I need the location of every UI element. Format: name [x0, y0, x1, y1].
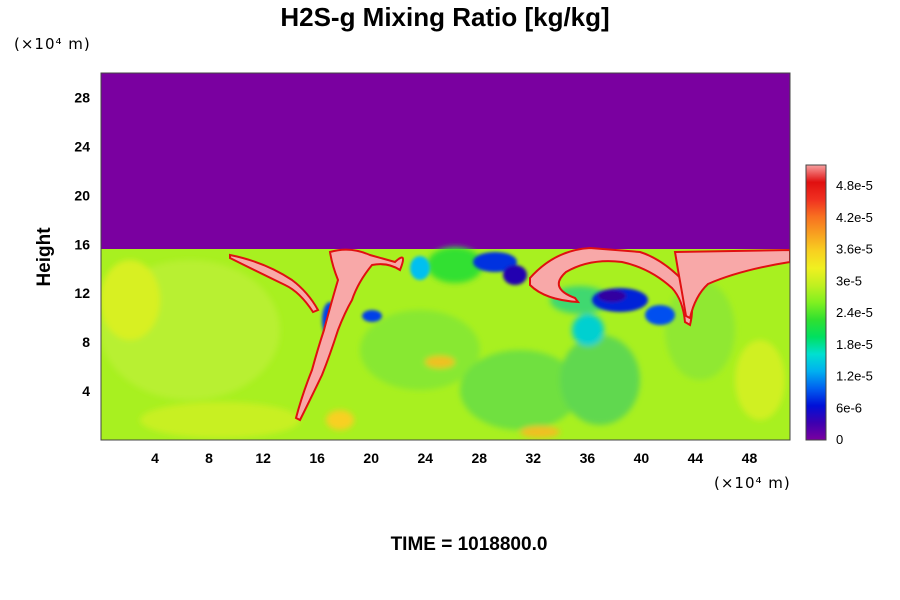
colorbar-tick-label: 4.8e-5	[836, 178, 873, 193]
x-tick-label: 28	[471, 450, 487, 466]
x-tick-label: 40	[634, 450, 650, 466]
y-axis-label: Height	[34, 227, 55, 287]
colorbar-tick-label: 2.4e-5	[836, 305, 873, 320]
chart-title: H2S-g Mixing Ratio [kg/kg]	[280, 2, 609, 32]
y-unit-label: (×10⁴ m)	[14, 35, 91, 53]
x-tick-label: 12	[255, 450, 271, 466]
colorbar-tick-label: 1.2e-5	[836, 369, 873, 384]
upper-layer-region	[101, 73, 790, 249]
y-tick-label: 16	[74, 236, 90, 252]
field-features	[101, 247, 785, 438]
plume-far-right	[673, 248, 790, 320]
colorbar-tick-label: 0	[836, 432, 843, 447]
colorbar-tick-label: 3e-5	[836, 273, 862, 288]
colorbar	[805, 164, 827, 441]
colorbar-tick-label: 3.6e-5	[836, 242, 873, 257]
y-tick-label: 8	[82, 334, 90, 350]
x-tick-label: 4	[151, 450, 159, 466]
plume-left	[229, 253, 320, 314]
time-annotation: TIME = 1018800.0	[391, 534, 548, 555]
low-value-pockets	[322, 252, 675, 338]
x-tick-label: 32	[526, 450, 542, 466]
x-axis-ticks: 4 8 12 16 20 24 28 32 36 40 44 48	[151, 450, 757, 466]
x-tick-label: 16	[309, 450, 325, 466]
x-tick-label: 20	[363, 450, 379, 466]
x-tick-label: 36	[580, 450, 596, 466]
plot-area	[101, 73, 790, 440]
x-tick-label: 48	[742, 450, 758, 466]
y-tick-label: 24	[74, 138, 90, 154]
x-tick-label: 8	[205, 450, 213, 466]
plot-frame	[100, 72, 791, 441]
colorbar-ticks: 0 6e-6 1.2e-5 1.8e-5 2.4e-5 3e-5 3.6e-5 4.2e-5 4…	[836, 178, 873, 447]
x-tick-label: 44	[688, 450, 704, 466]
y-tick-label: 4	[82, 383, 90, 399]
y-tick-label: 28	[74, 89, 90, 105]
colorbar-tick-label: 1.8e-5	[836, 337, 873, 352]
y-tick-label: 20	[74, 187, 90, 203]
x-tick-label: 24	[417, 450, 433, 466]
colorbar-tick-label: 4.2e-5	[836, 210, 873, 225]
plume-right-arc	[529, 246, 694, 327]
colorbar-tick-label: 6e-6	[836, 400, 862, 415]
y-tick-label: 12	[74, 285, 90, 301]
x-unit-label: (×10⁴ m)	[714, 474, 791, 492]
high-value-plumes	[229, 246, 790, 422]
y-axis-ticks: 4 8 12 16 20 24 28	[74, 89, 90, 399]
plume-central	[294, 248, 405, 422]
